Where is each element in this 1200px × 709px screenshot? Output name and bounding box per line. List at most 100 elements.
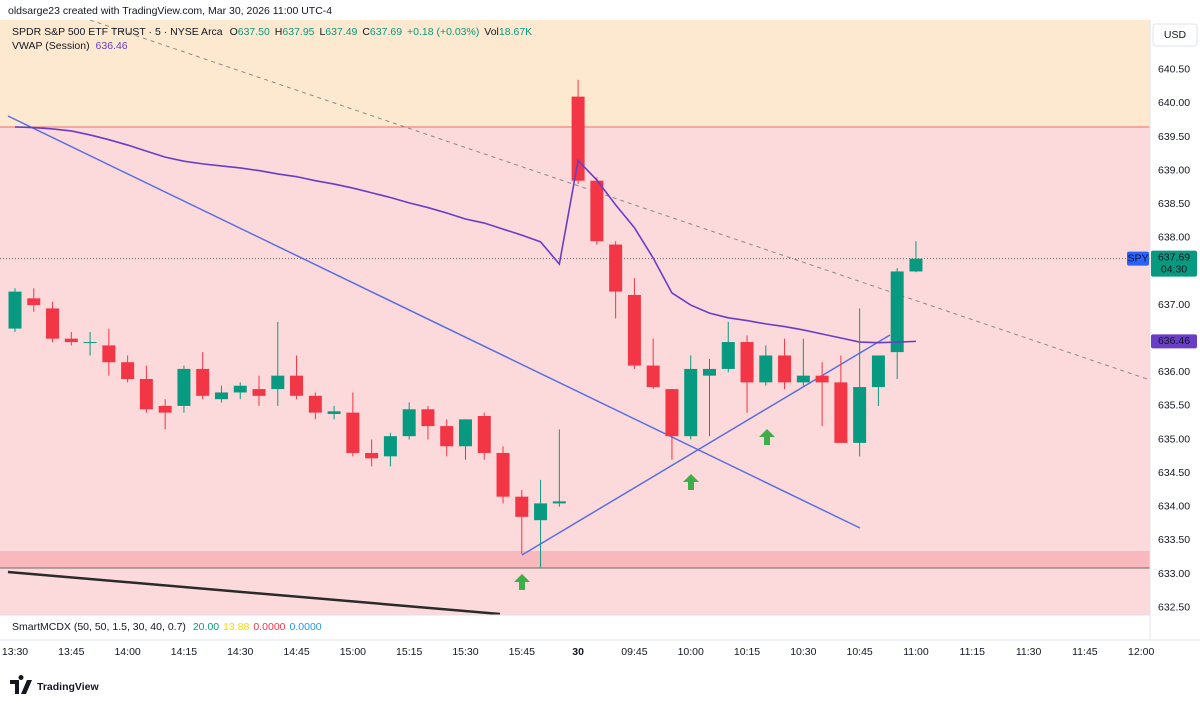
candle-body	[308, 395, 322, 413]
x-tick-label: 09:45	[621, 646, 647, 658]
legend-value: 18.67K	[499, 26, 532, 38]
brand-name: TradingView	[37, 681, 99, 693]
candle-body	[778, 355, 792, 383]
candle-body	[440, 426, 454, 447]
up-trendline	[521, 334, 891, 556]
vwap-legend: VWAP (Session) 636.46	[12, 40, 128, 52]
y-tick-label: 634.50	[1158, 467, 1190, 479]
y-tick-label: 633.50	[1158, 534, 1190, 546]
candle-body	[871, 355, 885, 388]
x-tick-label: 10:45	[847, 646, 873, 658]
candle-body	[271, 375, 285, 390]
x-tick-label: 14:30	[227, 646, 253, 658]
y-tick-label: 632.50	[1158, 601, 1190, 613]
legend-change: +0.18 (+0.03%)	[407, 26, 479, 38]
x-tick-label: 15:00	[340, 646, 366, 658]
x-tick-label: 14:45	[283, 646, 309, 658]
candle-body	[571, 96, 585, 181]
candle-body	[796, 375, 810, 383]
candle-body	[327, 411, 341, 414]
candle-body	[740, 342, 754, 383]
x-tick-label: 11:45	[1072, 646, 1098, 658]
credit: oldsarge23 created with TradingView.com,…	[8, 5, 332, 17]
candle-body	[64, 338, 78, 343]
y-tick-label: 637.00	[1158, 299, 1190, 311]
y-tick-label: 640.00	[1158, 97, 1190, 109]
indicator-value: 0.0000	[253, 621, 285, 633]
up-arrow	[683, 474, 699, 490]
legend-label: C	[362, 26, 370, 38]
price-tag	[1151, 250, 1197, 277]
candle-body	[121, 362, 135, 380]
indicator-value: 20.00	[193, 621, 219, 633]
y-tick-label: 635.00	[1158, 433, 1190, 445]
vwap-tag	[1151, 334, 1197, 349]
legend: SPDR S&P 500 ETF TRUST · 5 · NYSE Arca O…	[12, 26, 532, 38]
candle-body	[158, 405, 172, 413]
y-tick-label: 634.00	[1158, 501, 1190, 513]
candle-body	[834, 382, 848, 443]
vwap-tag-label: 636.46	[1158, 335, 1190, 347]
candle-body	[665, 389, 679, 437]
y-tick-label: 639.50	[1158, 131, 1190, 143]
candle-body	[890, 271, 904, 353]
x-tick-label: 30	[572, 646, 584, 658]
down-trendline	[7, 115, 861, 529]
candle-body	[590, 180, 604, 242]
candle-body	[458, 419, 472, 447]
candle-body	[8, 291, 22, 329]
candle-body	[196, 368, 210, 396]
x-tick-label: 10:30	[790, 646, 816, 658]
candle-body	[684, 368, 698, 437]
candles	[8, 79, 923, 568]
x-tick-label: 11:30	[1016, 646, 1042, 658]
up-arrow	[759, 429, 775, 445]
candle-body	[139, 379, 153, 410]
x-tick-label: 15:15	[396, 646, 422, 658]
candle-body	[496, 452, 510, 497]
candle-body	[102, 345, 116, 363]
price-tag-label: 637.69	[1158, 251, 1190, 263]
x-tick-label: 10:15	[734, 646, 760, 658]
currency-box	[1152, 23, 1198, 47]
candle-body	[627, 294, 641, 366]
x-tick-label: 13:30	[2, 646, 28, 658]
vwap-line	[14, 126, 916, 344]
candle-body	[83, 342, 97, 344]
y-tick-label: 635.50	[1158, 400, 1190, 412]
x-tick-label: 11:15	[960, 646, 986, 658]
y-tick-label: 633.00	[1158, 568, 1190, 580]
logo	[10, 674, 32, 694]
support-band	[0, 551, 1150, 568]
y-tick-label: 639.00	[1158, 164, 1190, 176]
candle-body	[534, 503, 548, 521]
drawings	[0, 20, 1150, 615]
candle-body	[909, 258, 923, 272]
currency: USD	[1164, 29, 1187, 41]
legend-label: O	[230, 26, 238, 38]
y-tick-label: 636.00	[1158, 366, 1190, 378]
x-tick-label: 12:00	[1128, 646, 1154, 658]
x-tick-label: 14:00	[114, 646, 140, 658]
candle-body	[853, 387, 867, 443]
candle-body	[759, 355, 773, 383]
legend-value: 636.46	[96, 40, 128, 52]
candle-body	[552, 501, 566, 504]
range-zone	[0, 127, 1150, 615]
x-tick-label: 14:15	[171, 646, 197, 658]
candle-body	[515, 496, 529, 517]
legend-value: 637.49	[325, 26, 357, 38]
y-tick-label: 640.50	[1158, 64, 1190, 76]
indicator-legend: SmartMCDX (50, 50, 1.5, 30, 40, 0.7) 20.…	[12, 621, 322, 633]
candle-body	[646, 365, 660, 388]
candle-body	[383, 436, 397, 457]
symbol-tag	[1127, 251, 1149, 266]
x-tick-label: 10:00	[678, 646, 704, 658]
candle-body	[421, 409, 435, 427]
indicator-value: 0.0000	[290, 621, 322, 633]
legend-value: 637.69	[370, 26, 402, 38]
candle-body	[702, 368, 716, 376]
candle-body	[346, 412, 360, 453]
legend-value: 637.95	[282, 26, 314, 38]
legend-value: 637.50	[238, 26, 270, 38]
